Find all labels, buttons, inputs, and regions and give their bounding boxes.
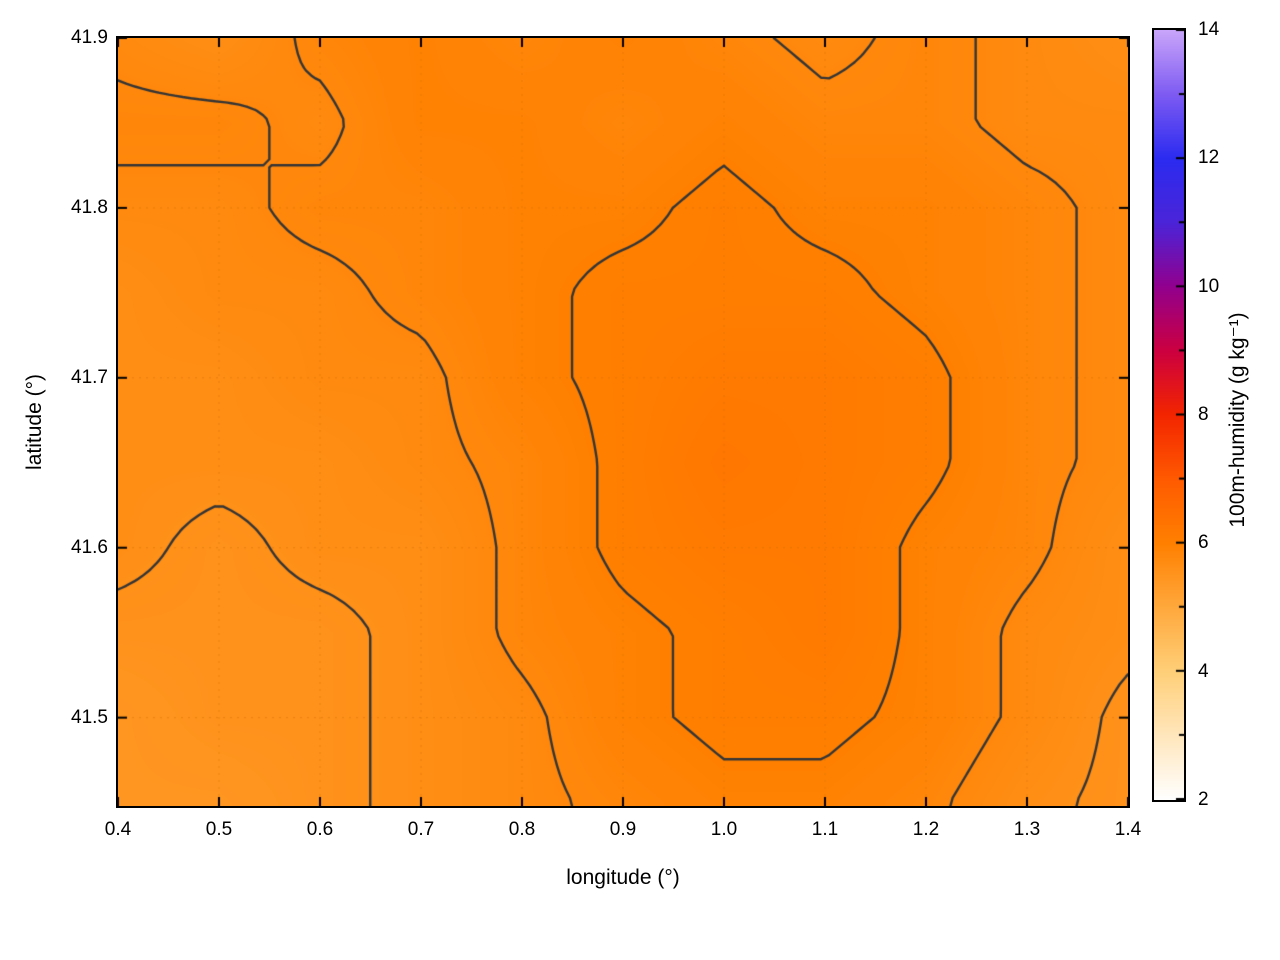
y-tick-label: 41.6 <box>71 536 108 558</box>
colorbar-tick-label: 12 <box>1198 147 1220 169</box>
colorbar-gradient-canvas <box>1154 30 1184 800</box>
x-tick-label: 1.2 <box>912 819 940 840</box>
colorbar-tick-label: 14 <box>1198 19 1220 40</box>
colorbar-label: 100m-humidity (g kg⁻¹) <box>1226 312 1249 528</box>
x-tick-label: 1.1 <box>811 819 839 840</box>
colorbar-tick-label: 8 <box>1198 404 1209 425</box>
x-tick-label: 0.7 <box>407 819 435 840</box>
x-tick-label: 1.0 <box>710 819 738 840</box>
x-tick-label: 0.5 <box>205 819 233 840</box>
colorbar <box>1152 28 1186 802</box>
heatmap-canvas <box>118 38 1128 806</box>
x-tick-label: 0.8 <box>508 819 536 840</box>
colorbar-tick-label: 2 <box>1198 789 1209 810</box>
x-tick-label: 0.9 <box>609 819 637 840</box>
x-tick-label: 1.3 <box>1013 819 1041 840</box>
x-tick-label: 0.4 <box>104 819 132 840</box>
colorbar-tick-label: 6 <box>1198 532 1209 554</box>
plot-area <box>116 36 1130 808</box>
x-axis-label: longitude (°) <box>566 866 680 889</box>
colorbar-tick-label: 10 <box>1198 275 1220 297</box>
y-axis-label: latitude (°) <box>23 374 46 470</box>
y-tick-label: 41.9 <box>71 27 108 48</box>
y-tick-label: 41.8 <box>71 196 108 218</box>
x-tick-label: 0.6 <box>306 819 334 840</box>
colorbar-tick-label: 4 <box>1198 660 1209 682</box>
x-tick-label: 1.4 <box>1114 819 1142 840</box>
y-tick-label: 41.7 <box>71 366 108 388</box>
y-tick-label: 41.5 <box>71 706 108 728</box>
